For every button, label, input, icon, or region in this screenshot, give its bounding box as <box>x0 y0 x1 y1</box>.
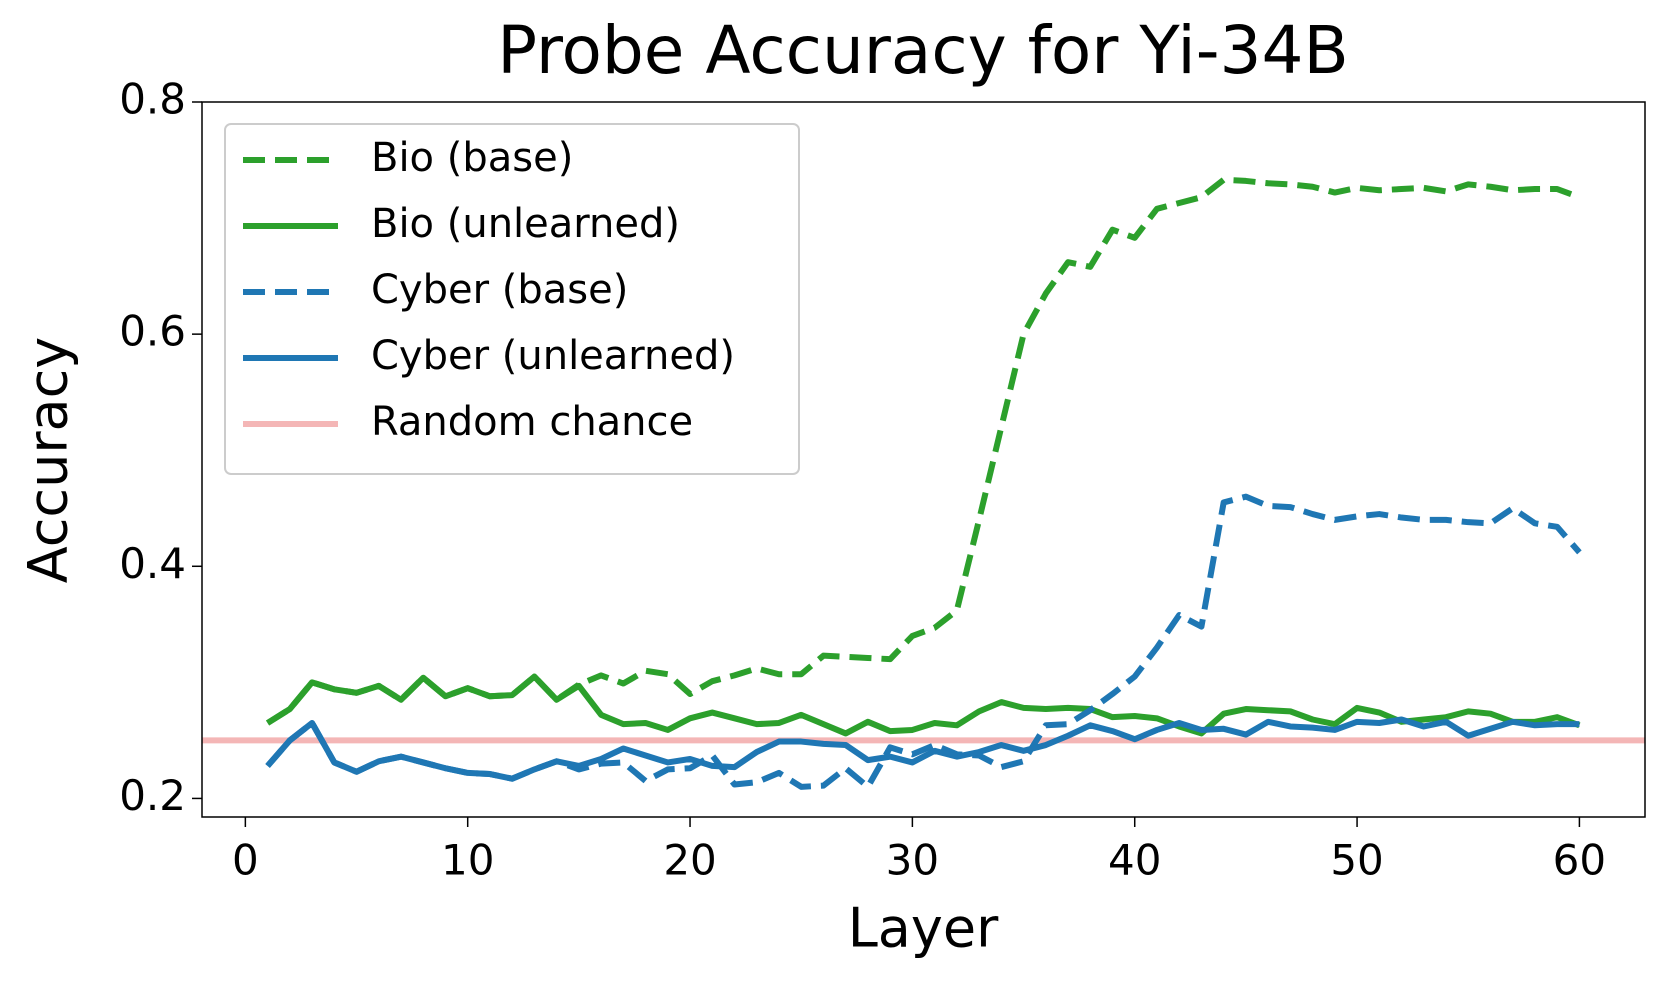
x-tick-label: 60 <box>1553 836 1606 885</box>
legend-label: Bio (unlearned) <box>371 201 680 247</box>
x-tick-label: 10 <box>441 836 494 885</box>
x-tick-label: 30 <box>886 836 939 885</box>
axes-frame <box>201 101 1646 818</box>
chart-title: Probe Accuracy for Yi-34B <box>497 12 1349 89</box>
plot-area <box>202 176 1645 790</box>
x-axis-label: Layer <box>848 897 999 960</box>
y-tick-label: 0.2 <box>119 771 186 820</box>
legend-label: Random chance <box>371 399 693 445</box>
legend-label: Bio (base) <box>371 135 573 181</box>
x-tick-label: 40 <box>1108 836 1161 885</box>
legend-label: Cyber (base) <box>371 267 628 313</box>
y-tick-label: 0.6 <box>119 307 186 356</box>
legend-box <box>224 123 800 475</box>
x-tick-label: 50 <box>1330 836 1383 885</box>
y-tick-label: 0.4 <box>119 539 186 588</box>
y-tick-label: 0.8 <box>119 75 186 124</box>
series-line <box>265 716 1580 782</box>
x-tick-label: 20 <box>663 836 716 885</box>
y-axis-label: Accuracy <box>17 337 80 584</box>
x-tick-label: 0 <box>232 836 259 885</box>
series-line <box>265 673 1581 737</box>
legend-label: Cyber (unlearned) <box>371 333 735 379</box>
